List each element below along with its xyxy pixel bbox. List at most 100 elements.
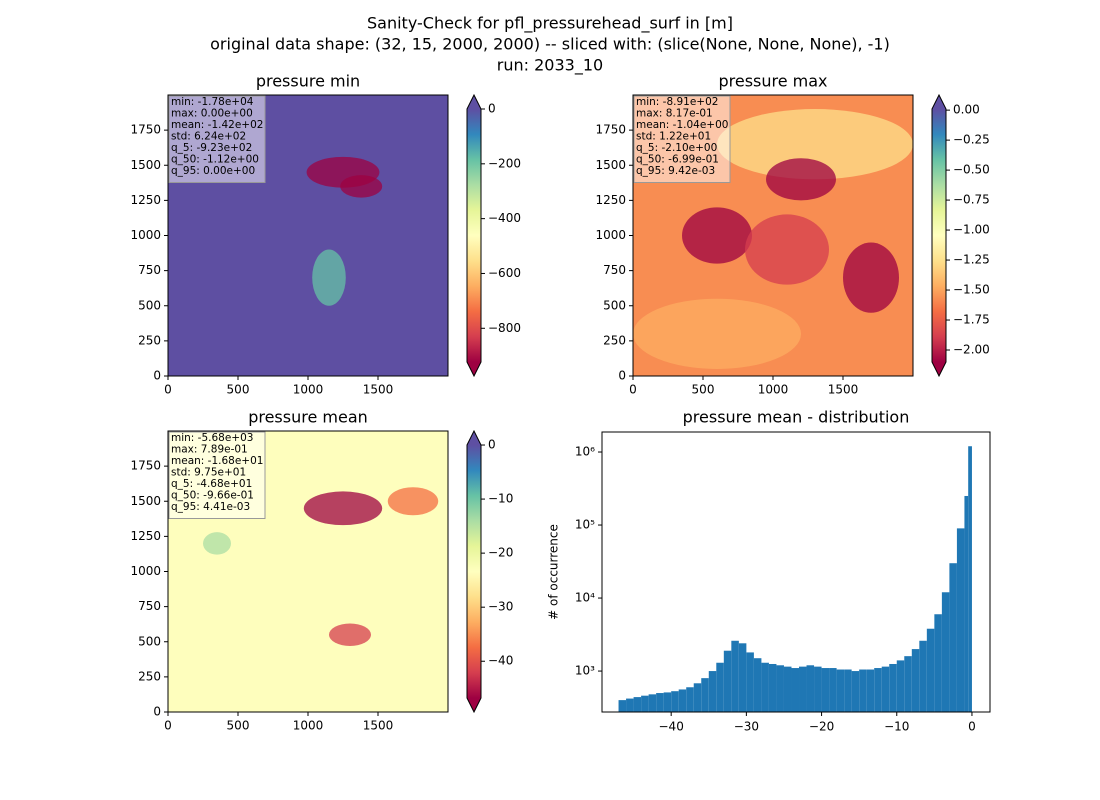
panel-title: pressure max: [718, 72, 827, 91]
bar: [783, 666, 792, 712]
x-tick-label: 1000: [758, 383, 789, 397]
image-texture: [203, 532, 231, 555]
y-tick-label: 10⁶: [575, 445, 595, 459]
bar: [814, 666, 822, 712]
stats-line: q_95: 0.00e+00: [171, 165, 255, 177]
colorbar-tick-label: −0.50: [953, 163, 990, 177]
bar: [881, 666, 890, 712]
colorbar-tick-label: −600: [488, 266, 521, 280]
bar: [866, 669, 875, 712]
image-texture: [843, 242, 899, 313]
colorbar-tick-label: −30: [488, 600, 513, 614]
bar: [844, 669, 852, 712]
x-tick-label: −30: [734, 720, 759, 734]
y-tick-label: 10³: [575, 664, 595, 678]
bar: [761, 662, 769, 712]
y-tick-label: 500: [603, 298, 626, 312]
bar: [806, 665, 815, 712]
x-tick-label: 500: [227, 383, 250, 397]
bar: [889, 663, 897, 712]
y-tick-label: 1750: [595, 123, 626, 137]
stats-line: q_5: -9.23e+02: [171, 142, 252, 154]
y-tick-label: 1500: [130, 494, 161, 508]
bar: [821, 668, 830, 712]
x-tick-label: 500: [227, 719, 250, 733]
y-tick-label: 0: [153, 705, 161, 719]
stats-line: std: 6.24e+02: [171, 131, 246, 143]
image-texture: [303, 491, 383, 526]
stats-line: q_95: 4.41e-03: [171, 501, 250, 513]
bar: [678, 689, 687, 712]
bar: [626, 698, 634, 712]
bar: [851, 671, 860, 712]
y-tick-label: 1250: [130, 193, 161, 207]
colorbar-tick-label: −800: [488, 321, 521, 335]
x-tick-label: 500: [692, 383, 715, 397]
stats-line: q_5: -2.10e+00: [636, 142, 717, 154]
y-tick-label: 1250: [130, 529, 161, 543]
stats-line: std: 9.75e+01: [171, 467, 246, 479]
image-texture: [745, 214, 829, 285]
y-tick-label: 10⁴: [575, 591, 595, 605]
stats-box: [168, 95, 266, 183]
colorbar-tick-label: 0: [488, 438, 496, 452]
colorbar-tick-label: −1.00: [953, 223, 990, 237]
colorbar-frame: [466, 93, 482, 378]
bar: [641, 695, 649, 712]
bar: [836, 669, 845, 712]
x-tick-label: 1000: [293, 719, 324, 733]
x-tick-label: 0: [164, 719, 172, 733]
colorbar-extend: [467, 431, 481, 445]
bar: [746, 652, 754, 712]
colorbar-extend: [467, 95, 481, 109]
y-tick-label: 750: [603, 263, 626, 277]
y-tick-label: 0: [153, 369, 161, 383]
image-texture: [766, 158, 836, 201]
colorbar: [467, 445, 481, 698]
axes-frame: [601, 431, 991, 713]
x-tick-label: 0: [968, 720, 976, 734]
bar: [911, 649, 920, 712]
stats-line: min: -8.91e+02: [636, 96, 718, 108]
x-tick-label: −40: [659, 720, 684, 734]
y-tick-label: 250: [603, 333, 626, 347]
x-tick-label: 0: [629, 383, 637, 397]
stats-line: mean: -1.04e+00: [636, 119, 728, 131]
colorbar-frame: [466, 429, 482, 714]
panel-title: pressure mean - distribution: [683, 408, 910, 427]
suptitle: original data shape: (32, 15, 2000, 2000…: [210, 35, 890, 54]
bar: [791, 668, 800, 712]
colorbar-tick-label: −20: [488, 546, 513, 560]
stats-line: std: 1.22e+01: [636, 131, 711, 143]
y-tick-label: 500: [138, 298, 161, 312]
x-tick-label: −20: [809, 720, 834, 734]
bar: [874, 668, 882, 712]
bar: [671, 691, 679, 712]
y-tick-label: 1000: [595, 228, 626, 242]
image-texture: [682, 207, 752, 264]
colorbar-extend: [467, 362, 481, 376]
colorbar-tick-label: −1.75: [953, 313, 990, 327]
bar: [968, 446, 972, 712]
stats-line: min: -1.78e+04: [171, 96, 254, 108]
bar: [956, 528, 965, 712]
x-tick-label: −10: [884, 720, 909, 734]
bar: [738, 643, 747, 712]
image-texture: [340, 175, 383, 198]
bar: [934, 614, 942, 712]
colorbar: [467, 109, 481, 362]
x-tick-label: 1000: [293, 383, 324, 397]
stats-line: q_50: -1.12e+00: [171, 154, 259, 166]
stats-line: mean: -1.42e+02: [171, 119, 263, 131]
y-axis-label: # of occurrence: [547, 524, 561, 620]
stats-line: q_50: -9.66e-01: [171, 490, 254, 502]
bar: [829, 668, 837, 712]
y-tick-label: 750: [138, 599, 161, 613]
colorbar-frame: [931, 93, 947, 378]
stats-box: [168, 431, 266, 519]
bar: [896, 660, 905, 712]
colorbar-tick-label: −2.00: [953, 343, 990, 357]
stats-line: mean: -1.68e+01: [171, 455, 263, 467]
bar: [686, 687, 694, 712]
colorbar-extend: [932, 95, 946, 109]
